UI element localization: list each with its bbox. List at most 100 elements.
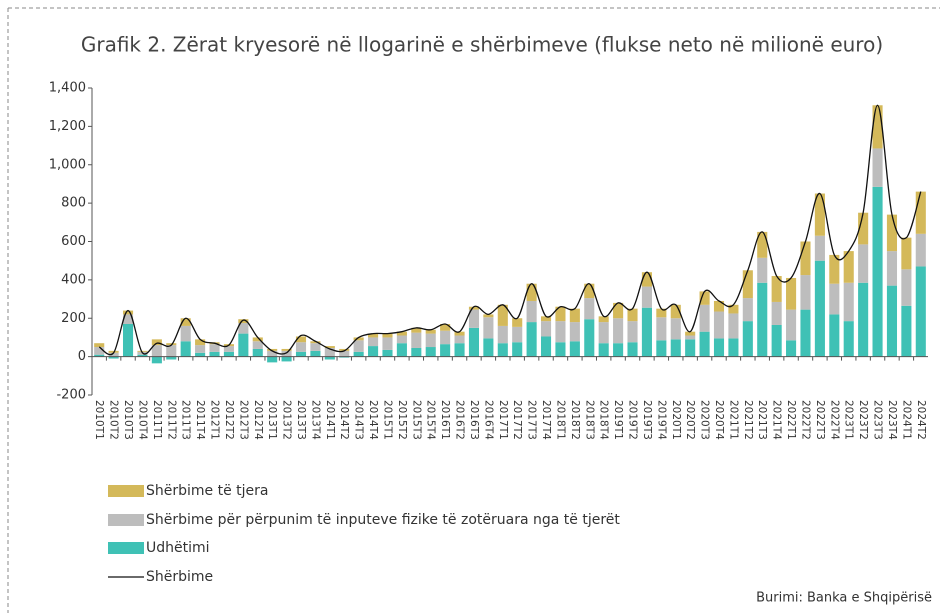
bar (670, 318, 681, 340)
bar (584, 319, 595, 357)
bar (786, 340, 797, 357)
bar (872, 105, 883, 149)
y-tick-label: 1,000 (49, 157, 86, 172)
legend-swatch (108, 485, 144, 497)
bar (656, 317, 667, 341)
bar (641, 272, 652, 287)
x-tick-label: 2019T2 (627, 400, 639, 440)
bar (483, 317, 494, 339)
bar (800, 241, 811, 276)
bar (151, 345, 162, 357)
bar (122, 324, 134, 357)
x-tick-label: 2020T4 (713, 400, 725, 440)
bar (454, 331, 465, 336)
bar (281, 348, 292, 351)
bar (252, 337, 263, 342)
x-tick-label: 2013T4 (309, 400, 321, 440)
bar (713, 311, 725, 339)
bar (641, 307, 652, 357)
x-tick-label: 2020T1 (670, 400, 682, 440)
bar (295, 351, 307, 357)
bar (267, 350, 278, 357)
x-tick-label: 2014T3 (353, 400, 365, 440)
bar (670, 304, 681, 319)
x-tick-label: 2021T3 (756, 400, 768, 440)
bar (584, 298, 595, 320)
chart-title: Grafik 2. Zërat kryesorë në llogarinë e … (81, 33, 883, 57)
bar (627, 321, 638, 343)
bar (670, 339, 681, 357)
bar (814, 260, 825, 357)
bar (886, 214, 898, 252)
bar (512, 342, 523, 357)
bar (411, 327, 422, 333)
bar (195, 352, 206, 357)
x-tick-label: 2010T2 (108, 400, 120, 440)
bar (858, 282, 869, 357)
x-tick-label: 2022T1 (785, 400, 797, 440)
bar (209, 344, 220, 352)
bar (108, 356, 119, 359)
bar (281, 350, 292, 357)
bar (497, 343, 508, 357)
bar (497, 304, 508, 326)
bar (180, 318, 191, 326)
x-tick-label: 2014T2 (338, 400, 350, 440)
bar (872, 186, 883, 357)
x-tick-label: 2023T2 (857, 400, 869, 440)
bar (569, 322, 580, 342)
bar (713, 300, 725, 312)
bar (540, 336, 552, 357)
bar (742, 321, 753, 357)
bar (598, 316, 609, 323)
x-tick-label: 2022T2 (799, 400, 811, 440)
legend-swatch (108, 542, 144, 554)
bar (396, 331, 407, 336)
x-tick-label: 2017T1 (497, 400, 509, 440)
bar (454, 335, 465, 344)
legend-label: Udhëtimi (146, 540, 210, 556)
bar (786, 309, 797, 341)
x-tick-label: 2015T2 (396, 400, 408, 440)
y-tick-label: 0 (78, 349, 86, 364)
bar (699, 331, 710, 357)
bar (843, 251, 854, 283)
x-tick-label: 2024T2 (915, 400, 927, 440)
x-tick-label: 2018T3 (583, 400, 595, 440)
x-tick-label: 2013T1 (266, 400, 278, 440)
bar (858, 212, 869, 245)
bar (396, 335, 407, 344)
x-tick-label: 2011T3 (180, 400, 192, 440)
bar (555, 306, 566, 322)
x-tick-label: 2019T1 (612, 400, 624, 440)
bar (641, 286, 652, 308)
bar (195, 339, 206, 346)
bar (569, 308, 580, 323)
bar (757, 282, 768, 357)
bar (685, 331, 696, 336)
y-tick-label: 400 (61, 272, 86, 287)
bar (526, 283, 537, 301)
bar (540, 316, 552, 322)
bar (800, 309, 811, 357)
source: Burimi: Banka e Shqipërisë (756, 591, 932, 606)
x-tick-label: 2016T4 (482, 400, 494, 440)
bar (497, 325, 508, 344)
bar (468, 306, 480, 310)
bar (613, 343, 624, 357)
x-tick-label: 2014T4 (367, 400, 379, 440)
x-tick-label: 2023T4 (886, 400, 898, 440)
bar (252, 341, 263, 349)
bar (425, 347, 436, 357)
x-tick-label: 2010T3 (122, 400, 134, 440)
bar (858, 244, 869, 283)
bar (425, 333, 436, 348)
x-tick-label: 2019T3 (641, 400, 653, 440)
x-tick-label: 2018T2 (569, 400, 581, 440)
bar (468, 309, 480, 328)
x-tick-label: 2014T1 (324, 400, 336, 440)
x-tick-label: 2016T1 (439, 400, 451, 440)
bar (512, 318, 523, 327)
bar (656, 308, 667, 318)
bar (569, 341, 580, 357)
